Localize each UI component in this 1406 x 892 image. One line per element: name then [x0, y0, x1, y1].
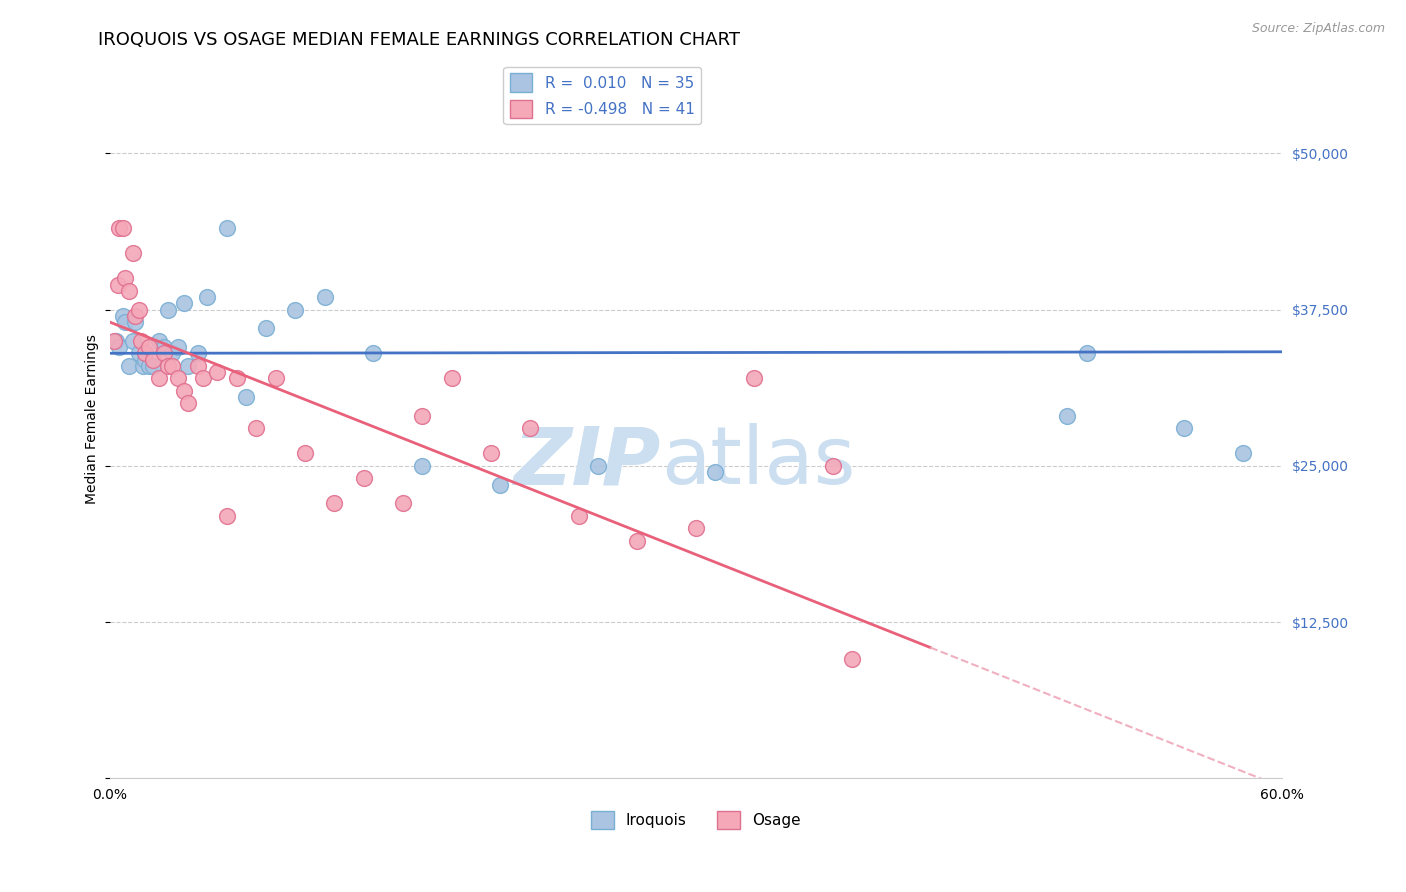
Point — [519, 421, 541, 435]
Point — [142, 352, 165, 367]
Point — [122, 246, 145, 260]
Point — [411, 458, 433, 473]
Point — [173, 384, 195, 398]
Point — [167, 340, 190, 354]
Point — [108, 221, 131, 235]
Point — [157, 359, 180, 373]
Point — [411, 409, 433, 423]
Point — [1232, 446, 1254, 460]
Y-axis label: Median Female Earnings: Median Female Earnings — [86, 334, 100, 504]
Text: atlas: atlas — [661, 423, 855, 501]
Point — [162, 346, 184, 360]
Point — [187, 359, 209, 373]
Point — [177, 396, 200, 410]
Point — [177, 359, 200, 373]
Point — [685, 521, 707, 535]
Point — [744, 371, 766, 385]
Point — [215, 508, 238, 523]
Point — [107, 277, 129, 292]
Point — [157, 302, 180, 317]
Point — [132, 359, 155, 373]
Point — [284, 302, 307, 317]
Point — [205, 365, 228, 379]
Point — [148, 371, 170, 385]
Point — [112, 309, 135, 323]
Point — [294, 446, 316, 460]
Point — [225, 371, 247, 385]
Point — [187, 346, 209, 360]
Point — [626, 533, 648, 548]
Point — [586, 458, 609, 473]
Point — [1056, 409, 1078, 423]
Point — [254, 321, 277, 335]
Point — [215, 221, 238, 235]
Point — [1173, 421, 1195, 435]
Point — [479, 446, 502, 460]
Point — [173, 296, 195, 310]
Point — [153, 346, 176, 360]
Point — [489, 477, 512, 491]
Point — [704, 465, 727, 479]
Point — [112, 221, 135, 235]
Point — [314, 290, 336, 304]
Point — [323, 496, 346, 510]
Point — [162, 359, 184, 373]
Point — [167, 371, 190, 385]
Point — [122, 334, 145, 348]
Point — [353, 471, 375, 485]
Point — [142, 359, 165, 373]
Point — [129, 334, 152, 348]
Text: IROQUOIS VS OSAGE MEDIAN FEMALE EARNINGS CORRELATION CHART: IROQUOIS VS OSAGE MEDIAN FEMALE EARNINGS… — [98, 31, 741, 49]
Point — [108, 340, 131, 354]
Point — [103, 334, 125, 348]
Point — [134, 352, 156, 367]
Point — [245, 421, 267, 435]
Point — [114, 315, 136, 329]
Point — [841, 652, 863, 666]
Point — [124, 315, 146, 329]
Point — [138, 359, 160, 373]
Point — [391, 496, 413, 510]
Point — [104, 334, 127, 348]
Point — [1076, 346, 1098, 360]
Point — [363, 346, 385, 360]
Point — [440, 371, 463, 385]
Point — [568, 508, 591, 523]
Text: Source: ZipAtlas.com: Source: ZipAtlas.com — [1251, 22, 1385, 36]
Point — [148, 334, 170, 348]
Point — [118, 284, 141, 298]
Point — [124, 309, 146, 323]
Point — [134, 346, 156, 360]
Point — [264, 371, 287, 385]
Point — [821, 458, 844, 473]
Text: ZIP: ZIP — [513, 423, 661, 501]
Point — [128, 346, 150, 360]
Point — [118, 359, 141, 373]
Point — [128, 302, 150, 317]
Point — [193, 371, 215, 385]
Point — [235, 390, 257, 404]
Legend: Iroquois, Osage: Iroquois, Osage — [585, 805, 807, 835]
Point — [138, 340, 160, 354]
Point — [197, 290, 219, 304]
Point — [153, 340, 176, 354]
Point — [114, 271, 136, 285]
